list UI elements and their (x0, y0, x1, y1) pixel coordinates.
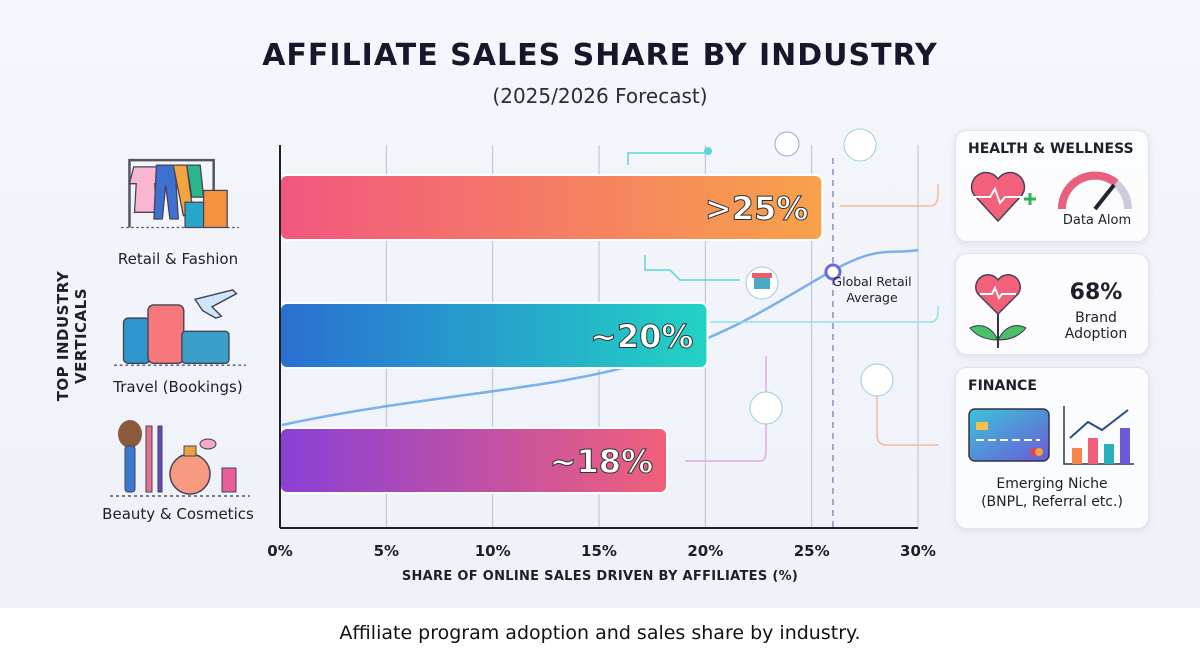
gauge-label: Data Alom (1062, 213, 1132, 228)
heart-plant-icon (969, 274, 1027, 348)
x-tick-label: 20% (687, 542, 723, 560)
adoption-label-2: Adoption (1064, 326, 1128, 342)
connector-line (876, 395, 939, 446)
caption-bar (0, 608, 1200, 655)
gauge-icon (1057, 171, 1132, 211)
finance-label-1: Emerging Niche (996, 476, 1108, 492)
connector-dot (704, 147, 712, 155)
connector-line (840, 184, 939, 207)
bar-growth-icon (1063, 406, 1134, 465)
x-tick-label: 15% (581, 542, 617, 560)
heart-pulse-icon (970, 171, 1036, 223)
x-tick-label: 10% (475, 542, 511, 560)
growth-chart-icon (860, 363, 894, 397)
x-tick-label: 30% (900, 542, 936, 560)
reference-marker (824, 263, 842, 281)
bar-data-label: ~18% (550, 443, 653, 481)
connector-line (685, 356, 767, 462)
connector-line (627, 152, 708, 165)
credit-card-icon (968, 408, 1050, 462)
category-label-retail: Retail & Fashion (117, 250, 239, 268)
x-tick-label: 25% (794, 542, 830, 560)
network-icon (843, 128, 877, 162)
connector-line (710, 306, 939, 323)
clothing-rack-icon (121, 158, 239, 229)
category-label-beauty: Beauty & Cosmetics (102, 505, 254, 523)
finance-card: FINANCE Emerging Niche (BNPL, Referral e… (955, 367, 1149, 529)
category-label-travel: Travel (Bookings) (113, 378, 243, 396)
magnifier-icon (774, 131, 800, 157)
x-tick-label: 0% (267, 542, 292, 560)
adoption-value: 68% (1069, 280, 1123, 305)
brand-adoption-card: 68% Brand Adoption (955, 253, 1149, 355)
health-wellness-card: HEALTH & WELLNESS Data Alom (955, 130, 1149, 242)
x-tick-label: 5% (374, 542, 399, 560)
bar-data-label: ~20% (590, 318, 693, 356)
x-axis-label: SHARE OF ONLINE SALES DRIVEN BY AFFILIAT… (401, 569, 799, 584)
chart-title: AFFILIATE SALES SHARE BY INDUSTRY (262, 38, 938, 73)
health-title: HEALTH & WELLNESS (968, 141, 1134, 157)
finance-title: FINANCE (968, 378, 1037, 394)
luggage-airplane-icon (114, 289, 246, 366)
adoption-label-1: Brand (1075, 310, 1117, 326)
bar-data-label: >25% (705, 190, 808, 228)
global-retail-average-label: Global Retail Average (832, 274, 912, 305)
figure-caption: Affiliate program adoption and sales sha… (339, 622, 861, 644)
finance-label-2: (BNPL, Referral etc.) (981, 494, 1123, 510)
chart-subtitle: (2025/2026 Forecast) (492, 84, 708, 108)
cosmetics-icon (110, 420, 250, 497)
connector-line (644, 255, 740, 281)
search-dollar-icon (749, 391, 783, 425)
